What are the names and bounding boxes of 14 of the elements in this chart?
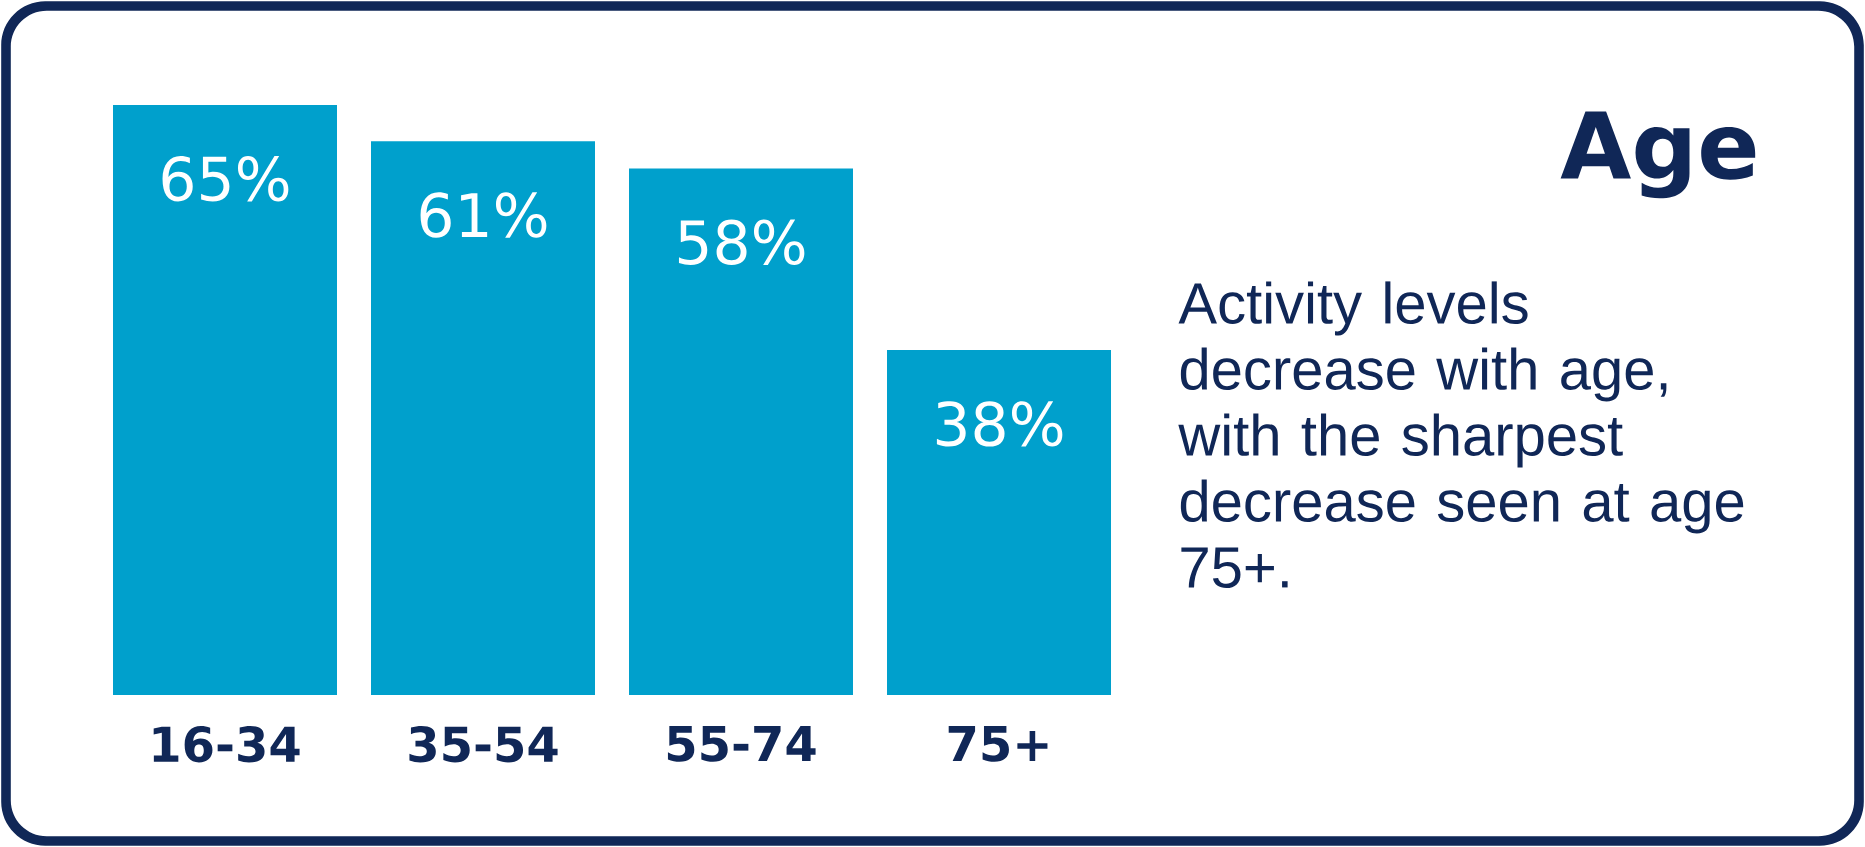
x-tick-label: 35-54 (409, 726, 558, 763)
bar (629, 168, 853, 695)
data-label: 61% (420, 192, 547, 238)
bar (887, 350, 1112, 695)
bar (371, 141, 595, 695)
text: Age (1560, 111, 1756, 199)
x-tick-label: 75+ (948, 726, 1048, 762)
data-label: 38% (936, 401, 1063, 447)
text: Activity levels decrease with age, with the sharpest decrease seen at age 75+. (1178, 281, 1744, 588)
data-label: 58% (678, 219, 805, 265)
x-tick-label: 16-34 (153, 726, 300, 763)
data-label: 65% (162, 156, 289, 202)
bar (113, 105, 337, 695)
x-tick-label: 55-74 (667, 726, 816, 762)
